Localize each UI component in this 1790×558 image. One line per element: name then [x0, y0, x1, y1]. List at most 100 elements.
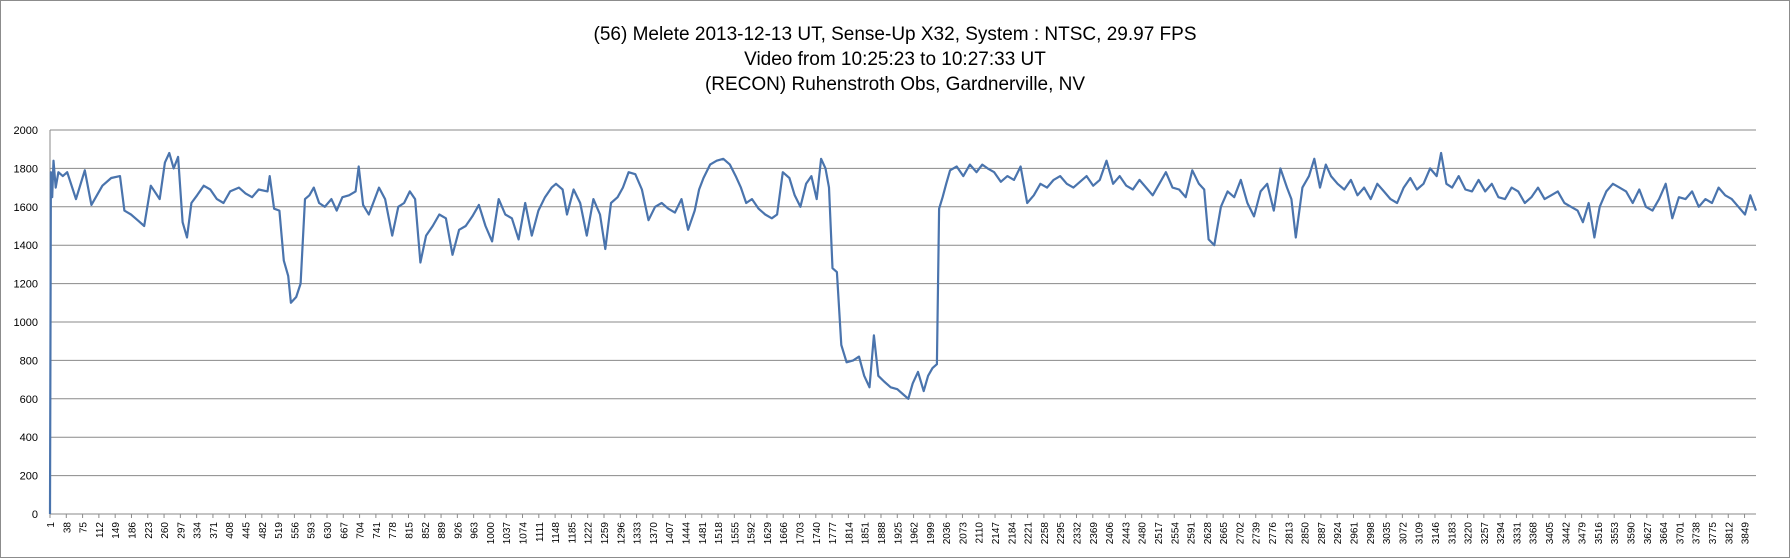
x-tick-label: 889 [437, 522, 448, 539]
x-tick-label: 963 [470, 522, 481, 539]
x-tick-label: 556 [290, 522, 301, 539]
x-tick-label: 2036 [942, 522, 953, 545]
x-tick-label: 1148 [551, 522, 562, 544]
x-tick-label: 2554 [1170, 522, 1181, 545]
x-tick-label: 260 [160, 522, 171, 539]
x-tick-label: 3405 [1545, 522, 1556, 545]
x-tick-label: 1851 [861, 522, 872, 545]
x-tick-label: 2998 [1366, 522, 1377, 545]
x-tick-label: 1481 [698, 522, 709, 545]
y-tick-label: 1800 [14, 163, 38, 175]
x-tick-label: 2184 [1007, 522, 1018, 545]
x-tick-label: 1777 [828, 522, 839, 545]
x-tick-label: 2591 [1187, 522, 1198, 545]
x-tick-label: 704 [356, 522, 367, 539]
x-tick-label: 852 [421, 522, 432, 539]
x-tick-label: 1703 [796, 522, 807, 545]
x-tick-label: 38 [62, 522, 73, 534]
x-tick-label: 2406 [1105, 522, 1116, 545]
x-tick-label: 1962 [910, 522, 921, 545]
y-tick-label: 600 [20, 394, 38, 406]
x-tick-label: 1259 [600, 522, 611, 545]
x-tick-label: 1185 [567, 522, 578, 544]
x-tick-label: 815 [404, 522, 415, 539]
x-tick-label: 3442 [1561, 522, 1572, 545]
series-line [48, 151, 1758, 515]
y-tick-label: 1600 [14, 202, 38, 214]
x-tick-label: 2295 [1056, 522, 1067, 545]
x-tick-label: 3183 [1447, 522, 1458, 545]
x-tick-label: 3368 [1529, 522, 1540, 545]
x-tick-label: 2776 [1268, 522, 1279, 545]
x-tick-label: 334 [193, 522, 204, 539]
x-tick-label: 3257 [1480, 522, 1491, 545]
x-tick-label: 3479 [1578, 522, 1589, 545]
x-tick-label: 1999 [926, 522, 937, 545]
chart-title-line-1: (56) Melete 2013-12-13 UT, Sense-Up X32,… [593, 24, 1197, 45]
x-tick-label: 1814 [844, 522, 855, 545]
x-tick-label: 1740 [812, 522, 823, 545]
x-tick-label: 186 [127, 522, 138, 539]
x-tick-label: 1037 [502, 522, 513, 545]
x-tick-label: 1370 [649, 522, 660, 545]
x-tick-label: 2665 [1219, 522, 1230, 545]
x-tick-label: 482 [258, 522, 269, 539]
x-tick-label: 2369 [1089, 522, 1100, 545]
x-tick-label: 297 [176, 522, 187, 539]
x-tick-label: 3516 [1594, 522, 1605, 545]
x-tick-label: 3590 [1626, 522, 1637, 545]
x-tick-label: 1111 [535, 522, 546, 542]
x-tick-label: 1074 [519, 522, 530, 545]
x-tick-label: 2258 [1040, 522, 1051, 545]
y-tick-label: 800 [20, 355, 38, 367]
x-tick-label: 926 [453, 522, 464, 539]
x-tick-label: 3146 [1431, 522, 1442, 545]
y-tick-label: 1000 [14, 317, 38, 329]
y-tick-label: 0 [32, 509, 38, 521]
x-tick-label: 3220 [1464, 522, 1475, 545]
x-tick-label: 1222 [584, 522, 595, 545]
y-tick-label: 2000 [14, 125, 38, 137]
x-tick-label: 149 [111, 522, 122, 539]
x-tick-label: 3035 [1382, 522, 1393, 545]
x-tick-label: 630 [323, 522, 334, 539]
x-tick-label: 3701 [1675, 522, 1686, 545]
x-tick-label: 1518 [714, 522, 725, 545]
x-tick-label: 2924 [1333, 522, 1344, 545]
x-tick-label: 2887 [1317, 522, 1328, 545]
x-tick-label: 1407 [665, 522, 676, 545]
x-tick-label: 2850 [1301, 522, 1312, 545]
y-tick-label: 1200 [14, 279, 38, 291]
x-tick-label: 2517 [1154, 522, 1165, 545]
x-tick-label: 2221 [1024, 522, 1035, 545]
x-tick-label: 1555 [730, 522, 741, 545]
x-tick-label: 112 [95, 522, 106, 538]
x-tick-label: 371 [209, 522, 220, 539]
x-tick-label: 1444 [681, 522, 692, 545]
x-tick-label: 3627 [1643, 522, 1654, 545]
x-tick-label: 2443 [1121, 522, 1132, 545]
chart-title-line-3: (RECON) Ruhenstroth Obs, Gardnerville, N… [704, 74, 1086, 95]
x-tick-label: 2110 [975, 522, 986, 544]
x-tick-label: 2073 [958, 522, 969, 545]
x-tick-label: 3775 [1708, 522, 1719, 545]
x-tick-label: 667 [339, 522, 350, 539]
chart-title: (56) Melete 2013-12-13 UT, Sense-Up X32,… [0, 22, 1790, 97]
x-tick-label: 3109 [1415, 522, 1426, 545]
x-tick-label: 1 [46, 522, 57, 528]
x-tick-label: 3553 [1610, 522, 1621, 545]
x-tick-label: 741 [372, 522, 383, 539]
x-tick-label: 3812 [1724, 522, 1735, 545]
x-tick-label: 3331 [1512, 522, 1523, 545]
x-tick-label: 1925 [893, 522, 904, 545]
x-tick-label: 3664 [1659, 522, 1670, 545]
x-tick-label: 1592 [747, 522, 758, 545]
x-tick-label: 2147 [991, 522, 1002, 545]
x-tick-label: 2628 [1203, 522, 1214, 545]
x-tick-label: 1333 [633, 522, 644, 545]
x-tick-label: 519 [274, 522, 285, 539]
y-tick-label: 400 [20, 432, 38, 444]
x-tick-label: 1000 [486, 522, 497, 545]
x-tick-label: 2332 [1073, 522, 1084, 545]
